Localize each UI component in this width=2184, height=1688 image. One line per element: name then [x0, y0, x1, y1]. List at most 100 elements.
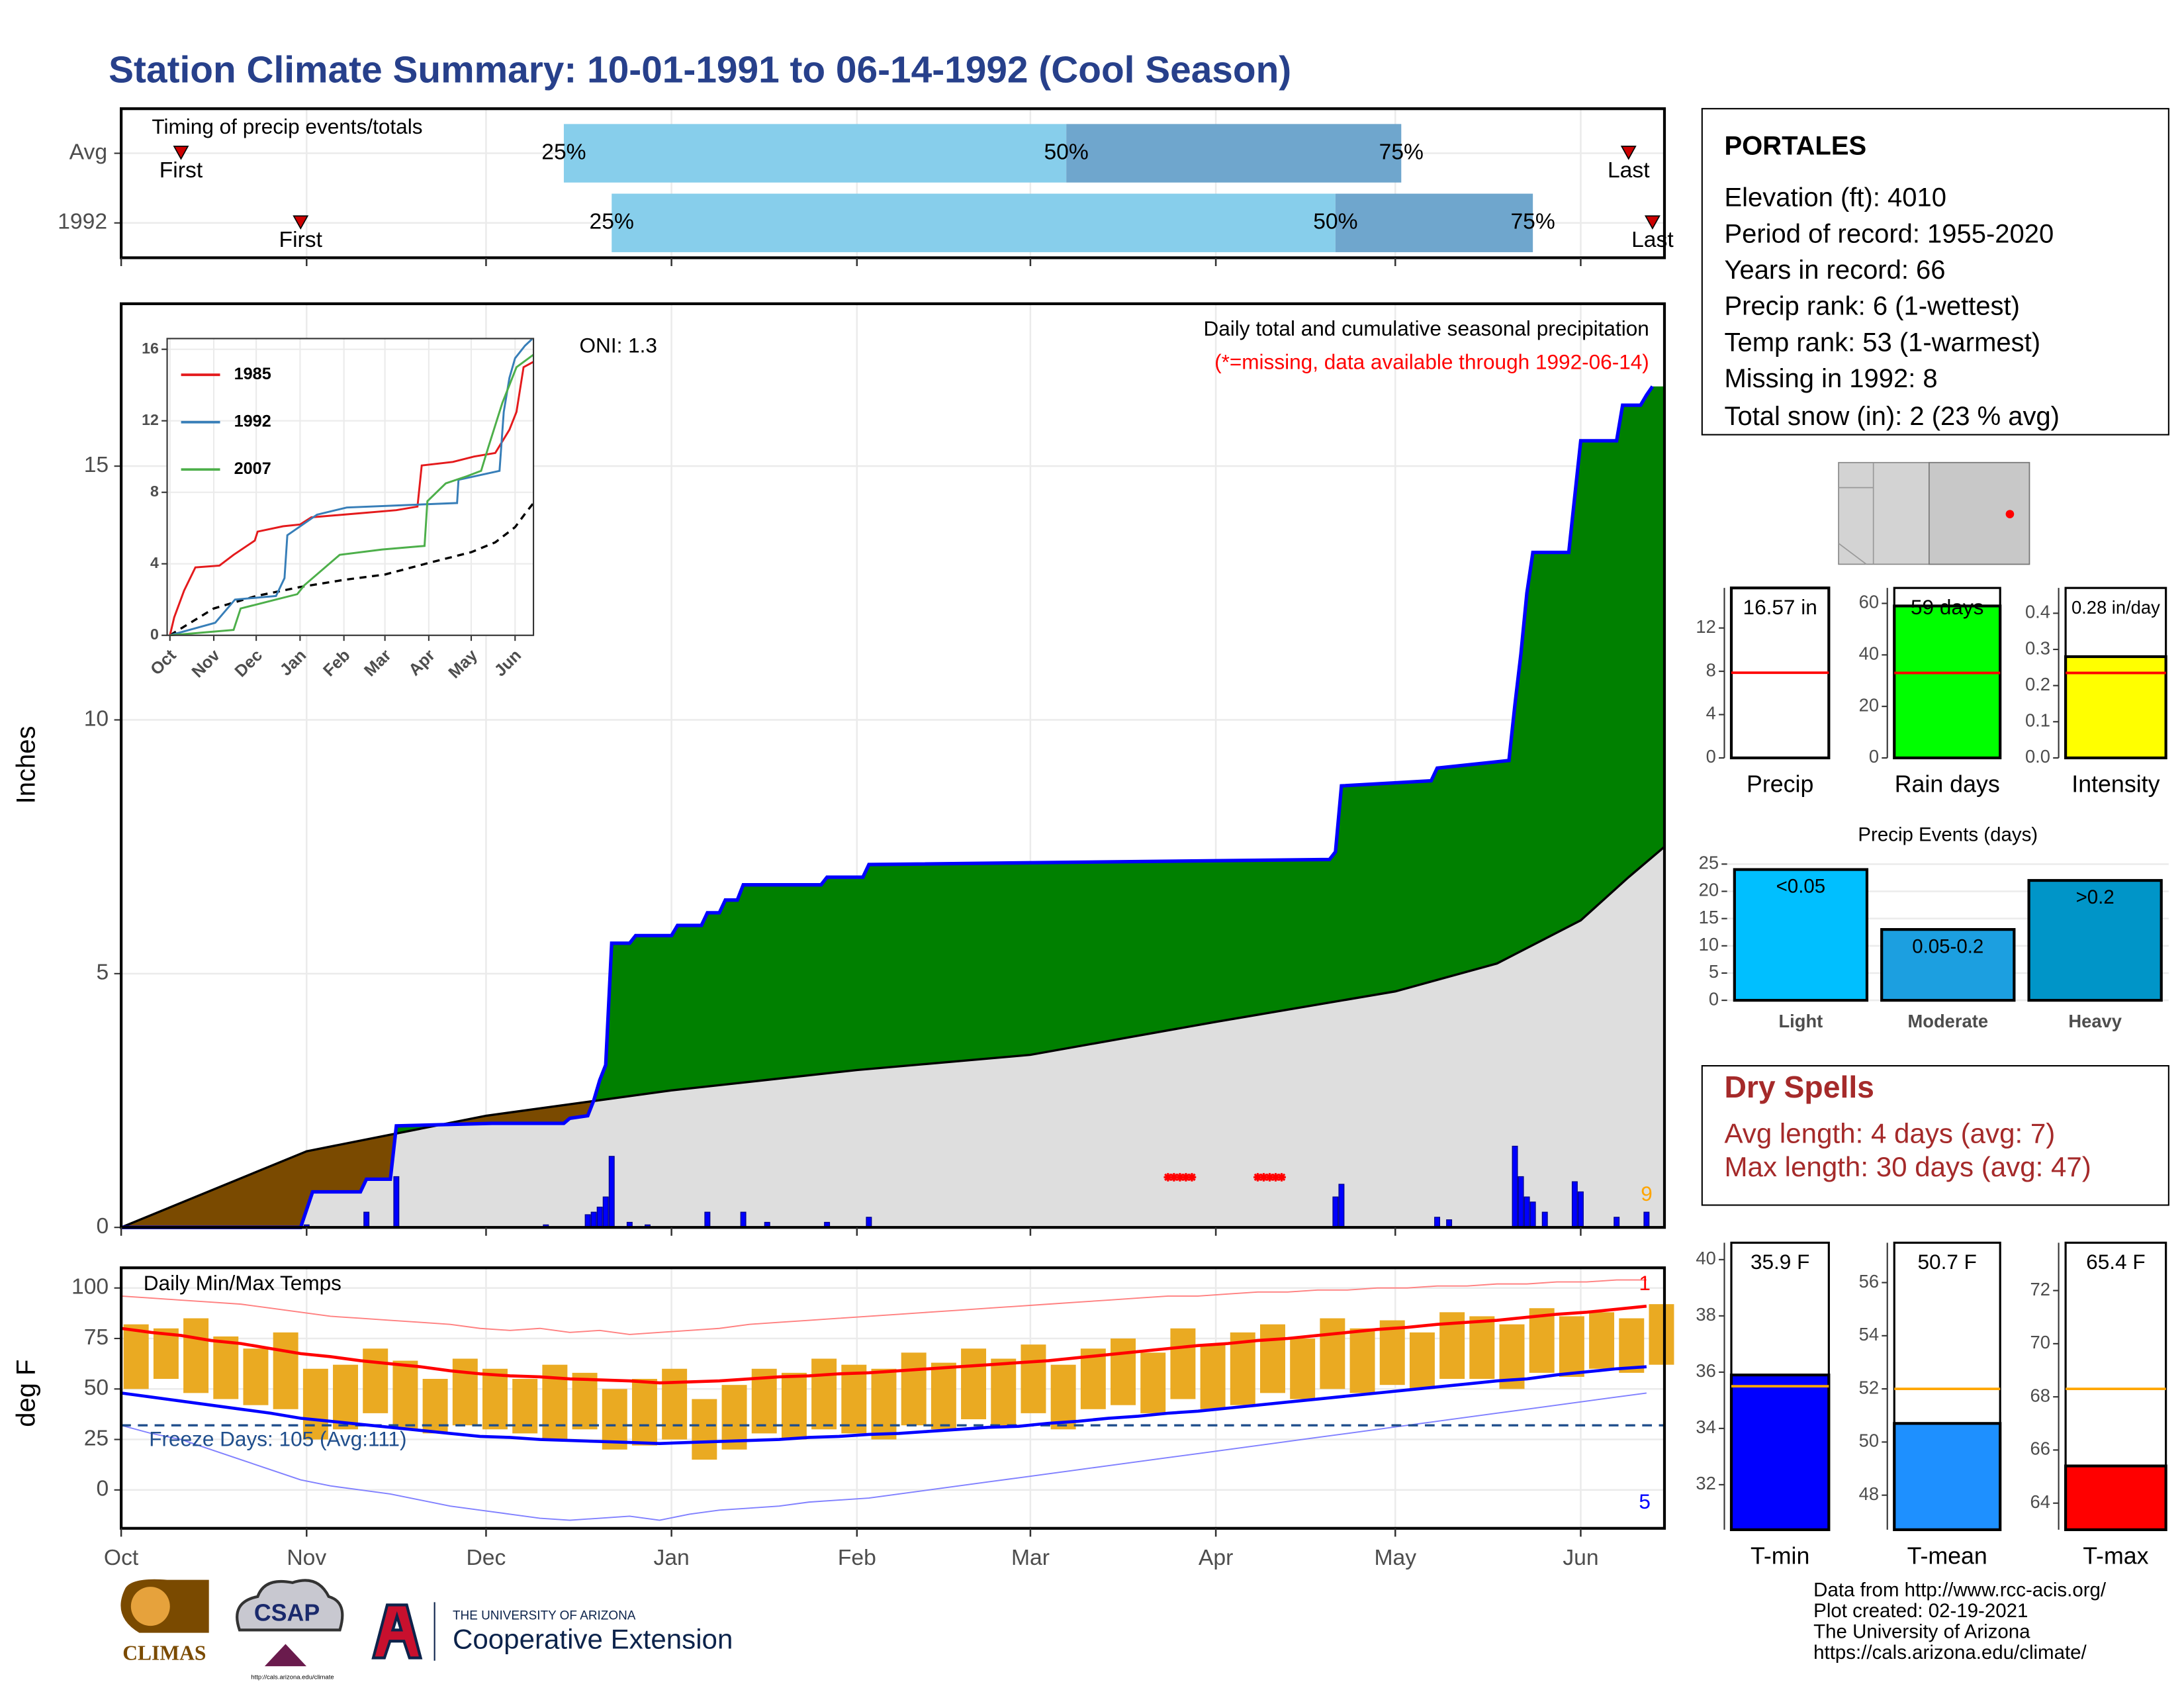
- early-bar: [612, 193, 1336, 252]
- category-label: T-mean: [1907, 1542, 1987, 1569]
- value-label: 59 days: [1911, 595, 1984, 619]
- temp-range: [1529, 1308, 1555, 1373]
- y-tick-label: 70: [2030, 1332, 2050, 1352]
- station-name: PORTALES: [1724, 132, 1866, 161]
- y-tick-label: Avg: [69, 140, 107, 164]
- temp-range: [572, 1372, 598, 1430]
- event-label: First: [279, 228, 323, 252]
- temp-range: [1111, 1338, 1136, 1405]
- bar: [2064, 1464, 2167, 1531]
- daily-bar: [704, 1211, 711, 1228]
- temp-range: [1379, 1320, 1405, 1385]
- temp-range: [631, 1379, 657, 1446]
- y-tick-label: 38: [1696, 1304, 1715, 1325]
- legend-label: 2007: [234, 459, 271, 478]
- y-tick-label: 60: [1859, 592, 1879, 612]
- temp-range: [273, 1332, 298, 1409]
- y-tick-label: 40: [1696, 1248, 1715, 1268]
- dry-title: Dry Spells: [1724, 1070, 1874, 1104]
- temp-range: [452, 1358, 478, 1426]
- temp-range: [392, 1360, 418, 1430]
- temp-range: [721, 1385, 747, 1450]
- y-tick-label: 66: [2030, 1438, 2050, 1459]
- panel-frame: [119, 1266, 1666, 1530]
- daily-bar: [363, 1211, 370, 1228]
- temp-range: [781, 1372, 807, 1440]
- y-tick-label: 48: [1859, 1483, 1879, 1504]
- bar: [1893, 1422, 2002, 1531]
- station-line: Elevation (ft): 4010: [1724, 183, 1946, 212]
- temp-range: [1619, 1318, 1645, 1373]
- csap-text: CSAP: [254, 1600, 320, 1626]
- temp-range: [333, 1364, 359, 1430]
- daily-bar: [590, 1211, 597, 1228]
- x-tick-label: Jan: [653, 1546, 689, 1570]
- daily-bar: [393, 1176, 400, 1228]
- daily-bar: [1614, 1217, 1620, 1228]
- station-line: Total snow (in): 2 (23 % avg): [1724, 402, 2059, 431]
- temp-range: [1320, 1318, 1345, 1389]
- station-line: Precip rank: 6 (1-wettest): [1724, 292, 2019, 321]
- annotation: Freeze Days: 105 (Avg:111): [149, 1427, 406, 1451]
- quantile-label: 75%: [1379, 140, 1424, 164]
- category-label: Precip: [1747, 771, 1813, 797]
- temp-range: [841, 1364, 867, 1434]
- record-line: [121, 1279, 1647, 1335]
- average-line: [120, 1304, 1647, 1385]
- footer-line: The University of Arizona: [1813, 1620, 2030, 1642]
- climas-text: CLIMAS: [122, 1642, 206, 1665]
- missing-marker: [1181, 1173, 1191, 1182]
- y-tick-label: 50: [1859, 1430, 1879, 1451]
- average-line: [120, 1365, 1647, 1445]
- value-label: 50.7 F: [1918, 1250, 1977, 1274]
- footer-line: Data from http://www.rcc-acis.org/: [1813, 1579, 2107, 1601]
- ua-logo: [371, 1603, 423, 1660]
- quantile-label: 25%: [590, 210, 634, 234]
- daily-bar: [1338, 1184, 1345, 1228]
- y-tick-label: 12: [1696, 616, 1715, 637]
- y-tick-label: 100: [71, 1275, 109, 1299]
- temp-range: [1230, 1332, 1255, 1405]
- temp-range: [811, 1358, 837, 1430]
- y-tick-label: 5: [1709, 961, 1719, 982]
- station-box: [1701, 108, 2169, 436]
- bar: [1893, 604, 2002, 760]
- panel-subtitle: (*=missing, data available through 1992-…: [1214, 350, 1649, 374]
- y-tick-label: 0.2: [2025, 674, 2050, 694]
- series-line: [169, 353, 534, 637]
- y-tick-label: 25: [1699, 853, 1719, 873]
- station-line: Years in record: 66: [1724, 256, 1945, 285]
- temp-range: [931, 1362, 956, 1430]
- record-count: 1: [1639, 1271, 1651, 1295]
- missing-marker: [1277, 1173, 1286, 1182]
- event-marker: [1644, 215, 1661, 230]
- event-marker: [173, 146, 189, 160]
- missing-marker: [1163, 1173, 1173, 1182]
- temp-range: [302, 1368, 328, 1440]
- page-title: Station Climate Summary: 10-01-1991 to 0…: [109, 49, 1291, 91]
- x-tick-label: Mar: [1011, 1546, 1050, 1570]
- series-line: [169, 338, 533, 637]
- x-tick-label: Oct: [104, 1546, 139, 1570]
- y-tick-label: 0: [150, 626, 159, 643]
- category-label: Intensity: [2071, 771, 2160, 797]
- temp-range: [961, 1348, 987, 1420]
- record-count: 5: [1639, 1489, 1651, 1513]
- x-tick-label: Light: [1778, 1011, 1823, 1031]
- logos: CLIMAS CSAP http://cals.arizona.edu/clim…: [120, 1579, 733, 1681]
- missing-marker: [1271, 1173, 1280, 1182]
- dry-line: Max length: 30 days (avg: 47): [1724, 1151, 2091, 1182]
- x-tick-label: Feb: [838, 1546, 876, 1570]
- annotation: ONI: 1.3: [580, 333, 657, 357]
- daily-bar: [608, 1156, 615, 1228]
- legend-label: 1992: [234, 412, 271, 430]
- y-tick-label: 72: [2030, 1279, 2050, 1299]
- temp-range: [1349, 1328, 1375, 1393]
- y-tick-label: 56: [1859, 1271, 1879, 1291]
- temp-range: [1170, 1328, 1196, 1399]
- event-marker: [1620, 146, 1637, 160]
- temp-range: [1259, 1324, 1285, 1393]
- value-label: 65.4 F: [2086, 1250, 2145, 1274]
- base-area: [121, 847, 1664, 1228]
